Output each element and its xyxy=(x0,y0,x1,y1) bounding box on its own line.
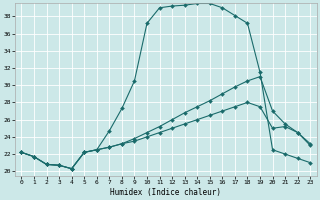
X-axis label: Humidex (Indice chaleur): Humidex (Indice chaleur) xyxy=(110,188,221,197)
